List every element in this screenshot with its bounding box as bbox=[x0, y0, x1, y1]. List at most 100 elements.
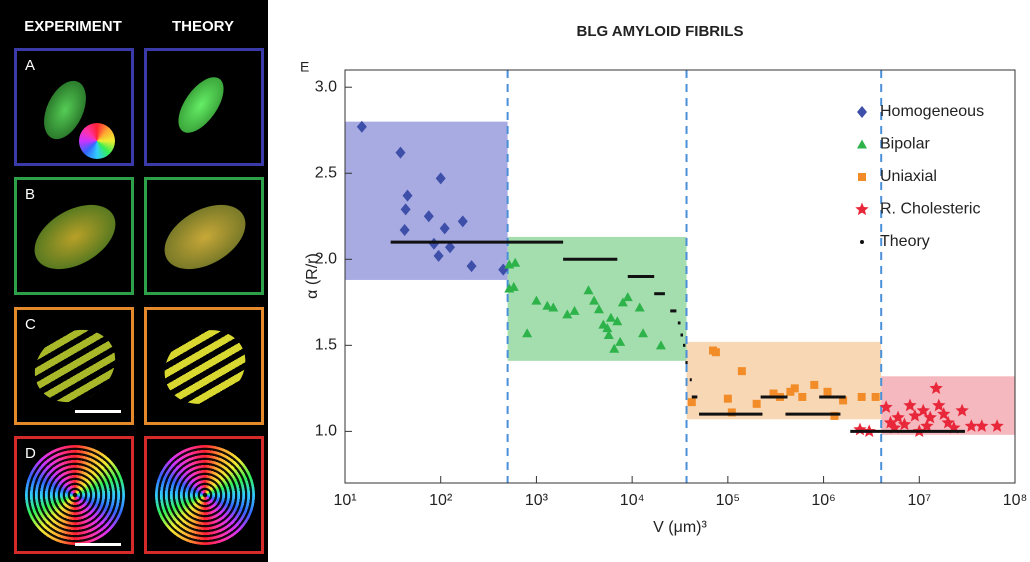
droplet bbox=[153, 191, 257, 283]
image-tile bbox=[144, 48, 264, 166]
data-point bbox=[612, 316, 623, 326]
legend-label: Theory bbox=[880, 233, 930, 250]
image-panel: EXPERIMENT THEORY A B C D bbox=[0, 0, 268, 562]
legend-label: Bipolar bbox=[880, 136, 930, 153]
droplet bbox=[79, 123, 115, 159]
image-tile: A bbox=[14, 48, 134, 166]
data-point bbox=[542, 300, 553, 310]
scale-bar bbox=[75, 410, 121, 413]
data-point bbox=[593, 304, 604, 314]
x-axis-label: V (μm)³ bbox=[653, 519, 707, 536]
data-point bbox=[466, 260, 477, 273]
data-point bbox=[609, 343, 620, 353]
data-point bbox=[990, 419, 1004, 432]
data-point bbox=[569, 305, 580, 315]
data-point bbox=[433, 249, 444, 262]
data-point bbox=[510, 257, 521, 267]
data-point bbox=[790, 384, 799, 393]
y-tick-label: 1.5 bbox=[315, 337, 337, 354]
x-tick-label: 10⁷ bbox=[907, 492, 931, 509]
data-point bbox=[932, 398, 946, 412]
legend-marker bbox=[857, 106, 867, 118]
image-tile: C bbox=[14, 307, 134, 425]
scale-bar bbox=[75, 543, 121, 546]
data-point bbox=[439, 222, 450, 235]
x-tick-label: 10⁴ bbox=[620, 492, 645, 509]
data-point bbox=[964, 419, 979, 432]
data-point bbox=[871, 392, 880, 401]
data-point bbox=[916, 403, 930, 417]
droplet bbox=[23, 191, 127, 283]
data-point bbox=[897, 417, 912, 431]
data-point bbox=[853, 422, 867, 436]
data-point bbox=[589, 295, 600, 305]
droplet bbox=[151, 315, 259, 419]
data-point bbox=[752, 399, 761, 408]
data-point bbox=[615, 336, 626, 346]
y-tick-label: 2.5 bbox=[315, 164, 337, 181]
legend-marker bbox=[855, 202, 869, 216]
y-axis-label: α (R/r) bbox=[304, 253, 321, 299]
panel-label: E bbox=[300, 59, 309, 75]
plot-frame bbox=[344, 69, 1016, 484]
panel-label: C bbox=[25, 316, 36, 333]
data-point bbox=[908, 408, 922, 422]
image-tile: D bbox=[14, 436, 134, 554]
y-tick-label: 1.0 bbox=[315, 423, 337, 440]
image-tile bbox=[144, 177, 264, 295]
x-tick-label: 10³ bbox=[525, 492, 549, 509]
data-point bbox=[903, 398, 917, 412]
shaded-region bbox=[507, 236, 687, 361]
data-point bbox=[583, 285, 594, 295]
data-point bbox=[798, 392, 807, 401]
data-point bbox=[975, 419, 989, 432]
droplet bbox=[25, 445, 125, 545]
data-point bbox=[638, 328, 649, 338]
y-tick-label: 3.0 bbox=[315, 78, 337, 95]
data-point bbox=[937, 407, 951, 420]
data-point bbox=[548, 302, 559, 312]
panel-label: D bbox=[25, 445, 36, 462]
droplet bbox=[169, 69, 233, 141]
data-point bbox=[562, 309, 573, 319]
data-point bbox=[723, 394, 732, 403]
data-point bbox=[605, 312, 616, 322]
data-point bbox=[531, 295, 542, 305]
data-point bbox=[356, 120, 367, 133]
data-point bbox=[823, 387, 832, 396]
data-point bbox=[737, 367, 746, 376]
x-tick-label: 10² bbox=[429, 492, 453, 509]
chart-title: BLG AMYLOID FIBRILS bbox=[577, 23, 744, 40]
column-header: EXPERIMENT bbox=[24, 18, 122, 35]
data-point bbox=[522, 328, 533, 338]
data-point bbox=[602, 323, 613, 333]
legend-label: Homogeneous bbox=[880, 103, 984, 120]
data-point bbox=[603, 330, 614, 340]
legend-marker bbox=[857, 139, 867, 149]
data-point bbox=[395, 146, 406, 159]
data-point bbox=[687, 398, 696, 407]
legend-marker bbox=[860, 240, 864, 244]
data-point bbox=[955, 403, 969, 417]
panel-label: A bbox=[25, 57, 36, 74]
data-point bbox=[879, 400, 893, 413]
x-tick-label: 10¹ bbox=[333, 492, 356, 509]
image-tile bbox=[144, 436, 264, 554]
data-point bbox=[444, 241, 455, 254]
legend-label: Uniaxial bbox=[880, 168, 937, 185]
shaded-region bbox=[345, 121, 508, 280]
panel-label: B bbox=[25, 186, 36, 203]
x-tick-label: 10⁶ bbox=[811, 492, 835, 509]
droplet bbox=[155, 445, 255, 545]
legend-label: R. Cholesteric bbox=[880, 201, 980, 218]
image-tile: B bbox=[14, 177, 134, 295]
data-point bbox=[400, 203, 411, 216]
data-point bbox=[891, 410, 905, 424]
x-tick-label: 10⁵ bbox=[716, 492, 740, 509]
data-point bbox=[457, 215, 468, 228]
data-point bbox=[655, 340, 666, 350]
y-tick-label: 2.0 bbox=[315, 251, 337, 268]
column-header: THEORY bbox=[172, 18, 234, 35]
x-tick-label: 10⁸ bbox=[1003, 492, 1028, 509]
